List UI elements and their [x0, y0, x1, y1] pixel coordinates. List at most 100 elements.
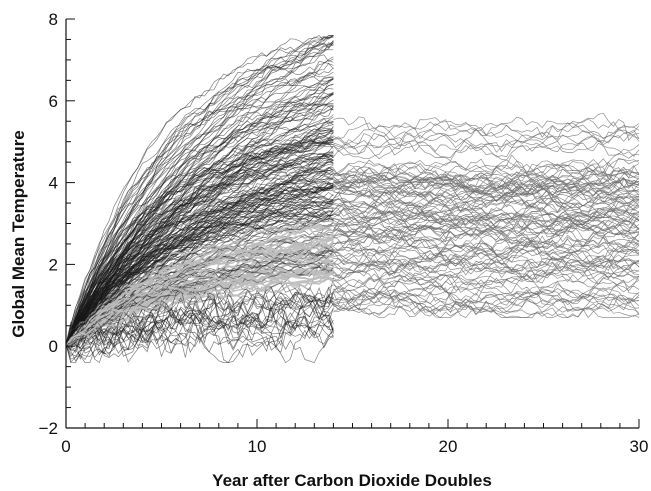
ensemble-line-right	[333, 263, 640, 293]
ensemble-line-left	[65, 285, 334, 345]
ensemble-line-right	[333, 258, 640, 288]
ensemble-line-left	[65, 120, 334, 345]
ensemble-line-left	[65, 35, 334, 345]
axes: Year after Carbon Dioxide Doubles Global…	[9, 130, 492, 490]
ensemble-line-right	[333, 287, 640, 317]
x-tick-label: 0	[61, 437, 70, 456]
ensemble-line-left	[65, 191, 334, 345]
ensemble-line-left	[65, 139, 334, 345]
ensemble-line-right	[333, 263, 640, 288]
y-tick-label: 0	[49, 337, 58, 356]
ensemble-line-right	[333, 199, 640, 237]
ensemble-line-right	[333, 189, 640, 223]
ensemble-line-right	[333, 242, 640, 273]
ensemble-line-left	[65, 314, 334, 354]
ensemble-line-left	[65, 40, 334, 345]
ensemble-line-right	[333, 284, 640, 319]
ensemble-line-right	[333, 178, 640, 205]
ensemble-line-left	[65, 78, 334, 345]
ensemble-line-left	[65, 286, 334, 364]
ensemble-line-right	[333, 139, 640, 161]
ensemble-line-right	[333, 205, 640, 240]
ensemble-line-right	[333, 242, 640, 268]
ensemble-line-right	[333, 157, 640, 177]
y-tick-label: −2	[39, 419, 58, 438]
ensemble-line-right	[333, 278, 640, 305]
ensemble-line-right	[333, 211, 640, 233]
y-tick-label: 2	[49, 255, 58, 274]
ensemble-line-left	[65, 92, 334, 345]
ensemble-line-left	[65, 152, 334, 345]
ensemble-line-left	[65, 54, 334, 345]
ensemble-line-left	[65, 235, 334, 345]
ensemble-line-right	[333, 163, 640, 182]
ensemble-line-left	[65, 145, 334, 345]
ensemble-line-left	[65, 227, 334, 345]
ensemble-line-left	[65, 67, 334, 345]
ensemble-lines	[65, 34, 640, 364]
ensemble-line-left	[65, 35, 334, 345]
y-tick-label: 8	[49, 10, 58, 29]
ensemble-line-right	[333, 254, 640, 284]
ensemble-line-left	[65, 150, 334, 345]
ensemble-line-right	[333, 168, 640, 201]
y-axis-title: Global Mean Temperature	[9, 130, 28, 338]
ensemble-line-left	[65, 207, 334, 345]
ensemble-line-left	[65, 286, 334, 359]
ensemble-line-right	[333, 167, 640, 194]
ensemble-line-right	[333, 215, 640, 239]
y-tick-label: 4	[49, 174, 58, 193]
ensemble-line-left	[65, 198, 334, 345]
ensemble-line-right	[333, 281, 640, 319]
ensemble-line-left	[65, 75, 334, 345]
ensemble-line-right	[333, 112, 640, 142]
ensemble-line-right	[333, 277, 640, 306]
ensemble-line-right	[333, 190, 640, 216]
ensemble-line-left	[65, 218, 334, 345]
ensemble-line-right	[333, 186, 640, 215]
ensemble-line-right	[333, 127, 640, 153]
ensemble-line-left	[65, 186, 334, 345]
ensemble-line-right	[333, 201, 640, 236]
ensemble-line-right	[333, 239, 640, 267]
ensemble-line-left	[65, 251, 334, 345]
ensemble-line-right	[333, 210, 640, 234]
ensemble-line-left	[65, 315, 334, 350]
x-tick-label: 20	[439, 437, 458, 456]
ensemble-line-left	[65, 181, 334, 345]
x-tick-label: 10	[248, 437, 267, 456]
ensemble-line-left	[65, 49, 334, 345]
ensemble-line-right	[333, 285, 640, 314]
ensemble-line-right	[333, 214, 640, 244]
ensemble-line-left	[65, 308, 334, 364]
ensemble-line-left	[65, 170, 334, 345]
ensemble-line-left	[65, 266, 334, 345]
ensemble-line-right	[333, 164, 640, 190]
ensemble-line-left	[65, 104, 334, 345]
ensemble-line-right	[333, 166, 640, 193]
ensemble-line-right	[333, 167, 640, 195]
y-tick-label: 6	[49, 92, 58, 111]
ensemble-line-right	[333, 169, 640, 190]
ensemble-line-left	[65, 92, 334, 345]
ensemble-line-left	[65, 287, 334, 346]
ensemble-line-left	[65, 34, 334, 345]
ensemble-line-right	[333, 161, 640, 192]
ensemble-line-right	[333, 217, 640, 241]
ensemble-line-left	[65, 88, 334, 345]
ensemble-line-left	[65, 249, 334, 345]
ensemble-line-left	[65, 260, 334, 345]
x-axis-title: Year after Carbon Dioxide Doubles	[212, 471, 492, 490]
ensemble-line-right	[333, 172, 640, 196]
ensemble-line-right	[333, 126, 640, 162]
x-tick-label: 30	[630, 437, 649, 456]
ensemble-line-left	[65, 187, 334, 345]
ensemble-line-right	[333, 119, 640, 155]
ensemble-line-left	[65, 40, 334, 345]
ensemble-line-left	[65, 224, 334, 345]
ensemble-line-left	[65, 257, 334, 345]
ensemble-line-left	[65, 282, 334, 354]
ensemble-line-right	[333, 230, 640, 253]
